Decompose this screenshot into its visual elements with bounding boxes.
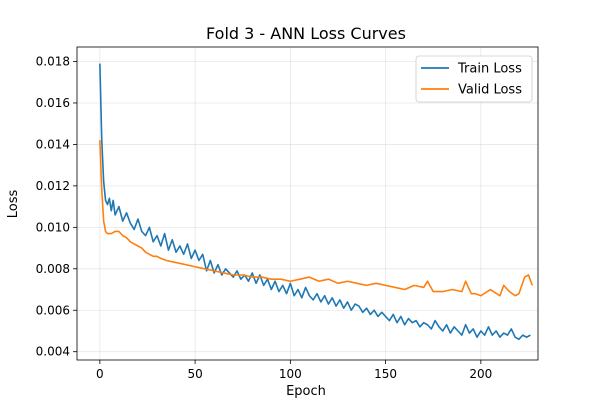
chart-title: Fold 3 - ANN Loss Curves: [206, 24, 406, 43]
series-layer: [99, 63, 534, 341]
x-tick-label: 150: [374, 367, 397, 381]
y-tick-label: 0.014: [36, 137, 70, 151]
y-tick-label: 0.008: [36, 262, 70, 276]
y-axis: 0.004 0.006 0.008 0.010 0.012 0.014 0.016 0.018: [36, 55, 77, 359]
y-tick-label: 0.016: [36, 96, 70, 110]
legend: Train Loss Valid Loss: [415, 55, 533, 103]
x-axis: 0 50 100 150 200: [96, 360, 492, 381]
y-axis-label: Loss: [6, 190, 21, 219]
x-tick-label: 0: [96, 367, 104, 381]
x-tick-label: 200: [469, 367, 492, 381]
x-axis-label: Epoch: [286, 384, 326, 399]
y-tick-label: 0.006: [36, 303, 70, 317]
x-tick-label: 50: [187, 367, 202, 381]
y-tick-label: 0.010: [36, 220, 70, 234]
legend-label: Train Loss: [457, 62, 522, 77]
y-tick-label: 0.004: [36, 345, 70, 359]
series-line-1: [99, 140, 534, 297]
y-tick-label: 0.018: [36, 55, 70, 69]
series-line-0: [99, 63, 531, 341]
plot-area-frame: [76, 46, 539, 361]
y-tick-label: 0.012: [36, 179, 70, 193]
legend-label: Valid Loss: [458, 83, 522, 98]
x-tick-label: 100: [279, 367, 302, 381]
